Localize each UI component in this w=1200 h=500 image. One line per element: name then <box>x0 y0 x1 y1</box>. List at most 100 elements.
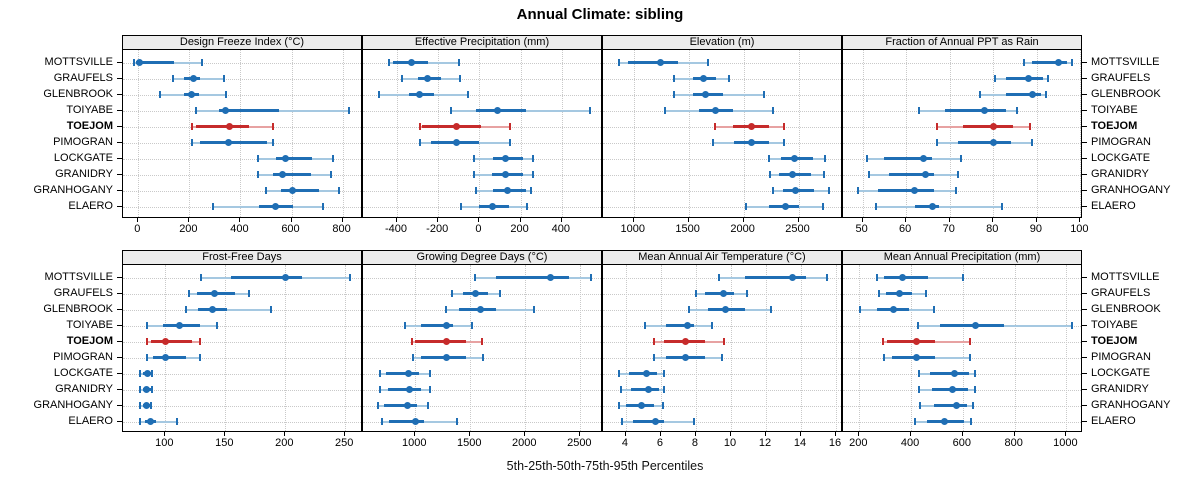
whisker-cap-5th <box>418 123 421 131</box>
x-axis-tick-label: 800 <box>1004 437 1023 449</box>
x-axis-tick <box>1079 218 1081 222</box>
percentile-bar-25-75 <box>884 157 933 161</box>
percentile-bar-25-75 <box>888 173 935 177</box>
gridline-vertical <box>1036 50 1038 217</box>
whisker-cap-5th <box>865 155 868 163</box>
x-axis-tick-label: 400 <box>900 437 920 449</box>
median-dot <box>489 203 497 211</box>
gridline-vertical <box>225 265 227 431</box>
gridline-vertical <box>862 50 864 217</box>
median-dot <box>142 402 150 410</box>
site-label-left: PIMOGRAN <box>53 350 113 363</box>
y-axis-tick-left <box>117 93 122 95</box>
gridline-horizontal <box>123 341 361 343</box>
panel-plot <box>602 264 842 432</box>
whisker-cap-95th <box>822 171 825 179</box>
gridline-horizontal <box>123 373 361 375</box>
y-axis-tick-right <box>1082 340 1087 342</box>
percentile-bar-25-75 <box>219 109 280 113</box>
median-dot <box>501 171 509 179</box>
whisker-cap-95th <box>224 91 227 99</box>
x-axis-tick-label: 6 <box>656 437 663 449</box>
percentile-bar-25-75 <box>930 372 969 376</box>
y-axis-tick-left <box>117 340 122 342</box>
site-label-left: GLENBROOK <box>43 87 113 100</box>
whisker-cap-5th <box>672 91 675 99</box>
median-dot <box>546 274 554 281</box>
x-axis-tick-label: 600 <box>952 437 972 449</box>
whisker-cap-95th <box>338 187 341 195</box>
whisker-cap-5th <box>771 187 774 195</box>
panel-plot <box>842 49 1082 218</box>
x-axis-tick <box>992 218 994 222</box>
whisker-cap-95th <box>745 290 748 298</box>
x-axis-tick-label: 16 <box>828 437 842 449</box>
gridline-horizontal <box>603 190 841 192</box>
whisker-cap-95th <box>429 386 432 394</box>
gridline-horizontal <box>603 325 841 327</box>
gridline-horizontal <box>123 158 361 160</box>
y-axis-tick-left <box>117 77 122 79</box>
median-dot <box>971 322 979 330</box>
gridline-vertical <box>561 50 563 217</box>
whisker-cap-95th <box>588 107 591 115</box>
panel-strip-title: Growing Degree Days (°C) <box>416 251 548 263</box>
site-label-left: TOIYABE <box>66 318 113 331</box>
whisker-cap-95th <box>481 354 484 362</box>
site-label-right: GRANHOGANY <box>1091 183 1171 196</box>
whisker-cap-95th <box>707 59 710 66</box>
median-dot <box>711 107 719 115</box>
whisker-cap-95th <box>532 306 535 314</box>
site-label-right: GRAUFELS <box>1091 71 1151 84</box>
whisker-cap-5th <box>411 354 414 362</box>
percentile-bar-25-75 <box>476 109 526 113</box>
y-axis-tick-right <box>1082 292 1087 294</box>
whisker-cap-95th <box>1046 75 1049 83</box>
median-dot <box>788 274 796 281</box>
site-label-right: MOTTSVILLE <box>1091 55 1160 68</box>
site-label-right: LOCKGATE <box>1091 366 1151 379</box>
x-axis-tick <box>797 218 799 222</box>
gridline-vertical <box>859 265 861 431</box>
gridline-vertical <box>1066 265 1068 431</box>
gridline-vertical <box>906 50 908 217</box>
gridline-vertical <box>743 50 745 217</box>
site-label-left: PIMOGRAN <box>53 135 113 148</box>
site-label-left: TOEJOM <box>66 334 113 347</box>
whisker-cap-5th <box>617 402 620 410</box>
whisker-cap-5th <box>190 139 193 147</box>
whisker-cap-5th <box>387 59 390 66</box>
median-dot <box>443 338 451 346</box>
whisker-cap-95th <box>458 75 461 83</box>
site-label-right: TOIYABE <box>1091 103 1138 116</box>
x-axis-tick-label: 2000 <box>730 223 755 235</box>
gridline-horizontal <box>843 190 1081 192</box>
whisker-cap-5th <box>133 59 136 66</box>
x-axis-tick <box>742 218 744 222</box>
whisker-cap-95th <box>531 171 534 179</box>
gridline-horizontal <box>123 190 361 192</box>
gridline-vertical <box>993 50 995 217</box>
panel-strip: Growing Degree Days (°C) <box>362 250 602 264</box>
gridline-vertical <box>800 265 802 431</box>
whisker-cap-95th <box>728 75 731 83</box>
whisker-cap-5th <box>139 402 142 410</box>
whisker-cap-95th <box>955 187 958 195</box>
whisker-cap-5th <box>882 338 885 346</box>
percentile-bar-25-75 <box>877 189 935 193</box>
gridline-horizontal <box>603 62 841 64</box>
site-label-right: GLENBROOK <box>1091 87 1161 100</box>
x-axis-tick-label: 14 <box>793 437 807 449</box>
whisker-cap-95th <box>693 418 696 426</box>
whisker-cap-95th <box>1071 322 1074 330</box>
whisker-cap-95th <box>925 290 928 298</box>
gridline-horizontal <box>603 174 841 176</box>
panel-plot <box>362 49 602 218</box>
gridline-vertical <box>688 50 690 217</box>
whisker-cap-95th <box>201 59 204 66</box>
gridline-vertical <box>520 50 522 217</box>
site-label-left: MOTTSVILLE <box>44 55 113 68</box>
whisker-cap-95th <box>531 155 534 163</box>
whisker-cap-5th <box>876 274 879 281</box>
site-label-right: TOIYABE <box>1091 318 1138 331</box>
